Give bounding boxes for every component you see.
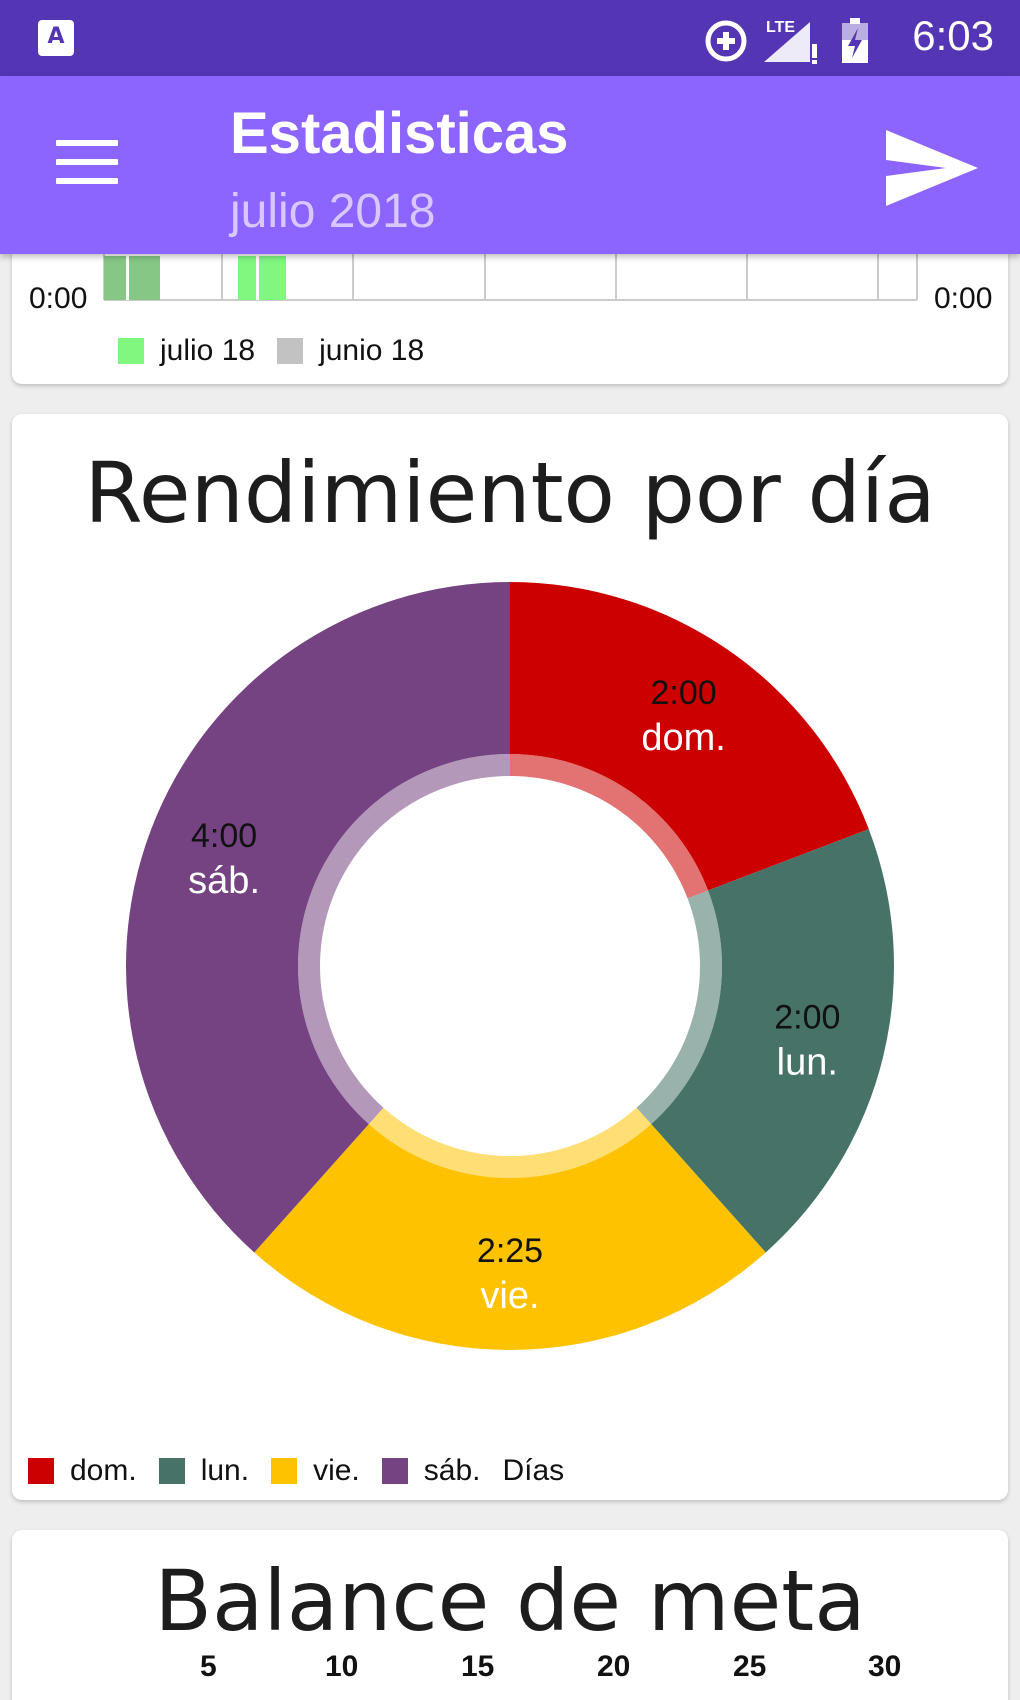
legend-swatch — [118, 338, 144, 364]
legend-label: lun. — [200, 1454, 250, 1487]
pie-value-label: 2:25 — [477, 1232, 543, 1270]
goal-balance-card: Balance de meta 5 10 15 20 25 30 — [12, 1530, 1008, 1700]
pie-value-label: 4:00 — [191, 817, 257, 855]
legend-item-sáb.: sáb. — [381, 1454, 481, 1488]
performance-donut-chart: 2:00 dom. 2:00 lun. 2:25 vie. 4:00 sáb. — [125, 582, 894, 1350]
legend-title: Días — [502, 1454, 565, 1487]
legend-label: sáb. — [423, 1454, 481, 1487]
balance-tick: 30 — [868, 1650, 902, 1683]
legend-label: junio 18 — [319, 334, 425, 367]
pie-category-label: vie. — [480, 1275, 539, 1317]
bar-group-1 — [104, 256, 160, 300]
pie-slice-dom. — [510, 582, 869, 891]
pie-category-label: dom. — [641, 717, 725, 759]
pie-value-label: 2:00 — [774, 998, 840, 1036]
legend-swatch — [381, 1458, 408, 1484]
app-bar: Estadisticas julio 2018 — [0, 76, 1020, 254]
balance-tick: 10 — [325, 1650, 359, 1683]
balance-tick: 5 — [200, 1650, 217, 1683]
pie-slice-halo — [298, 754, 510, 1125]
legend-item-dom.: dom. — [28, 1454, 137, 1488]
comparison-legend: julio 18 junio 18 — [118, 334, 446, 368]
signal-icon — [764, 22, 810, 62]
pie-slice-vie. — [254, 1124, 766, 1350]
pie-slice-halo — [510, 754, 709, 899]
bar-group-2 — [238, 256, 286, 300]
legend-swatch — [271, 1458, 298, 1484]
status-time: 6:03 — [912, 12, 994, 59]
hamburger-menu-icon[interactable] — [56, 140, 120, 184]
balance-tick: 15 — [461, 1650, 495, 1683]
legend-item-junio: junio 18 — [277, 334, 424, 368]
status-bar: A LTE 6:03 — [0, 0, 1020, 76]
axis-right-label: 0:00 — [934, 282, 993, 315]
page-subtitle: julio 2018 — [230, 185, 436, 238]
send-icon[interactable] — [884, 128, 980, 208]
pie-category-label: sáb. — [188, 860, 260, 902]
status-icons: LTE — [705, 18, 868, 64]
legend-label: dom. — [70, 1454, 137, 1487]
legend-label: vie. — [313, 1454, 360, 1487]
legend-swatch — [277, 338, 304, 364]
balance-tick: 20 — [597, 1650, 631, 1683]
legend-swatch — [158, 1458, 185, 1484]
app-notification-icon: A — [38, 20, 74, 56]
pie-slice-halo — [368, 1107, 652, 1178]
bar-julio — [104, 256, 160, 300]
performance-by-day-card: Rendimiento por día 2:00 dom. 2:00 lun. 2:25… — [12, 414, 1008, 1500]
pie-slice-lun. — [651, 829, 894, 1253]
legend-item-lun.: lun. — [158, 1454, 250, 1488]
bar-julio — [238, 256, 286, 300]
lte-label: LTE — [766, 19, 795, 36]
pie-slice-sáb. — [125, 582, 510, 1253]
pie-slice-halo — [636, 890, 722, 1125]
balance-card-title: Balance de meta — [154, 1552, 866, 1650]
balance-tick: 25 — [733, 1650, 767, 1683]
legend-item-julio: julio 18 — [118, 334, 255, 368]
battery-icon — [842, 18, 868, 63]
data-saver-icon — [705, 20, 747, 62]
page-title: Estadisticas — [230, 101, 569, 166]
legend-swatch — [28, 1458, 54, 1484]
pie-card-title: Rendimiento por día — [84, 444, 936, 542]
pie-category-label: lun. — [777, 1041, 838, 1083]
pie-value-label: 2:00 — [650, 674, 716, 712]
legend-item-vie.: vie. — [271, 1454, 360, 1488]
legend-label: julio 18 — [160, 334, 256, 367]
axis-left-label: 0:00 — [29, 282, 88, 315]
pie-legend: dom. lun. vie. sáb. Días — [28, 1454, 564, 1488]
